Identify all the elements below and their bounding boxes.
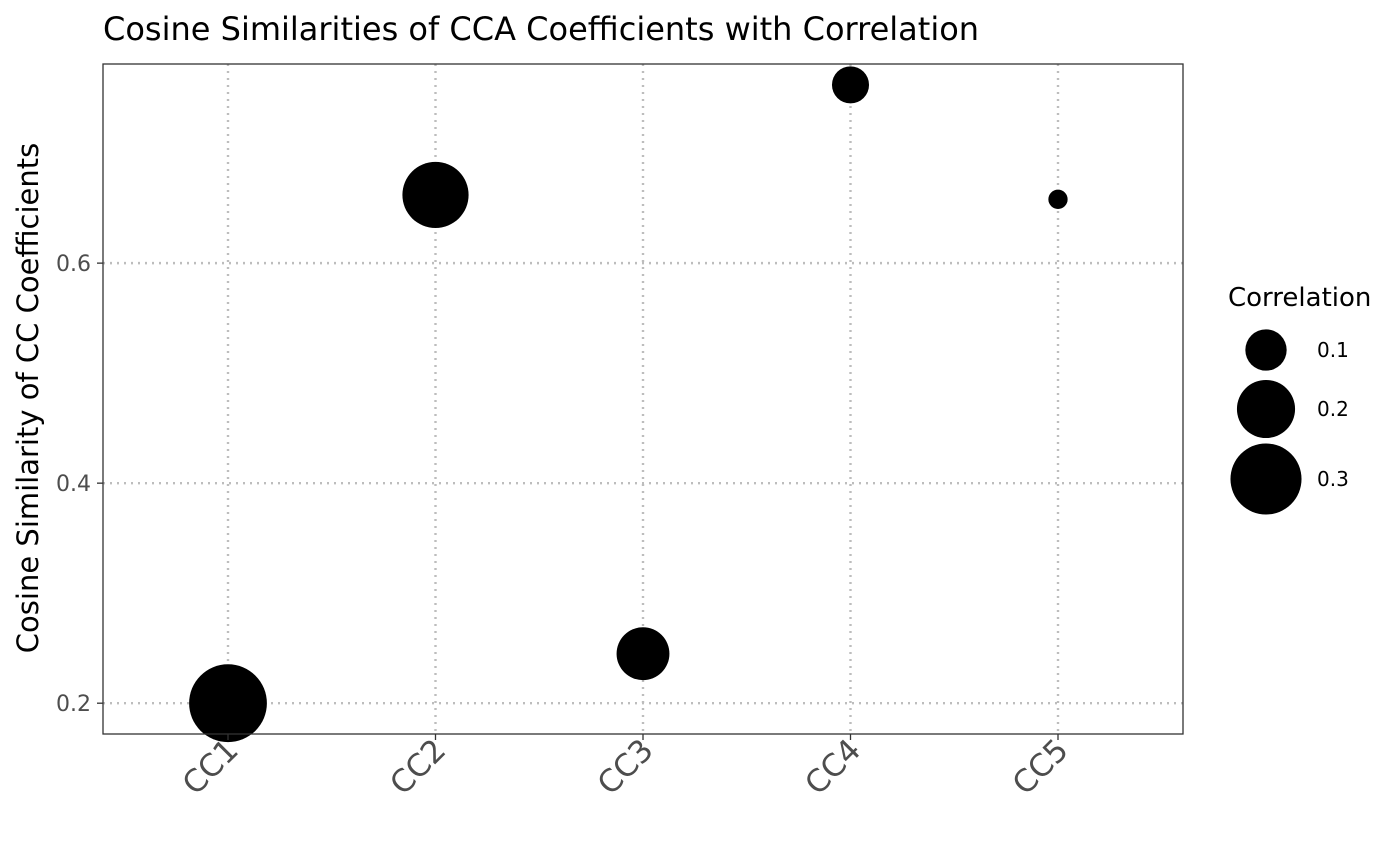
legend-key-label: 0.1 bbox=[1317, 338, 1349, 362]
y-tick-label: 0.4 bbox=[56, 472, 91, 497]
size-legend: Correlation 0.1 0.2 0.3 bbox=[1228, 283, 1371, 515]
legend-key-label: 0.2 bbox=[1317, 397, 1349, 421]
data-point bbox=[831, 66, 870, 104]
x-tick-label: CC2 bbox=[383, 732, 453, 802]
y-axis-label: Cosine Similarity of CC Coefficients bbox=[11, 143, 45, 653]
legend-key-label: 0.3 bbox=[1317, 467, 1349, 491]
chart-title: Cosine Similarities of CCA Coefficients … bbox=[103, 10, 979, 48]
x-tick-label: CC3 bbox=[591, 732, 661, 802]
grid-layer bbox=[103, 64, 1183, 734]
legend-key-circle bbox=[1245, 329, 1287, 371]
legend-key-circle bbox=[1236, 379, 1296, 439]
data-point bbox=[616, 627, 670, 681]
x-tick-label: CC4 bbox=[798, 732, 868, 802]
y-tick-label: 0.2 bbox=[56, 692, 91, 717]
legend-key-circle bbox=[1230, 443, 1302, 515]
data-point bbox=[402, 161, 469, 229]
data-point bbox=[1048, 189, 1068, 209]
y-tick-label: 0.6 bbox=[56, 252, 91, 277]
points-layer bbox=[189, 66, 1068, 743]
legend-keys: 0.1 0.2 0.3 bbox=[1230, 329, 1349, 515]
legend-title: Correlation bbox=[1228, 283, 1371, 313]
x-tick-label: CC5 bbox=[1006, 732, 1076, 802]
data-point bbox=[189, 664, 267, 743]
x-tick-label: CC1 bbox=[176, 732, 246, 802]
